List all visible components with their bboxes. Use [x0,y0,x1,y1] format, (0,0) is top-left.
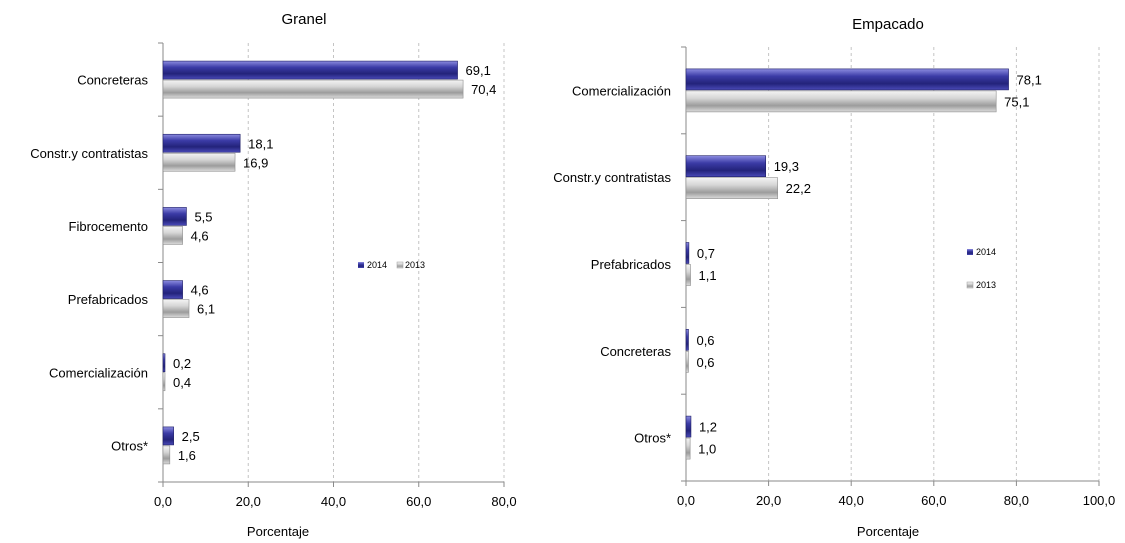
x-tick-label: 60,0 [921,493,946,508]
bar-2013 [685,90,997,113]
legend-label-2013: 2013 [976,280,996,290]
category-labels: Comercialización Constr.y contratistas Pre… [553,83,671,445]
category-label: Concreteras [77,73,148,88]
bar-2013 [685,437,691,460]
data-label: 22,2 [786,181,811,196]
bar-2014 [162,207,187,226]
bar-2013 [685,177,778,199]
bar-2013 [162,299,190,318]
category-label: Comercialización [572,83,671,98]
bar-2013 [685,350,689,373]
grid-lines [685,47,1100,486]
chart-panel-empacado: Empacado Comercialización Constr.y contra… [553,16,1115,539]
bar-2014 [162,280,183,299]
chart-title: Empacado [852,16,924,33]
data-label: 0,6 [696,333,714,348]
bar-2013 [685,264,691,286]
data-label: 5,5 [194,209,212,224]
x-tick-labels: 0,0 20,0 40,0 60,0 80,0 [154,494,517,509]
x-tick-label: 20,0 [756,493,781,508]
legend: 2014 2013 [966,247,996,290]
bar-2014 [685,68,1009,91]
data-label: 69,1 [466,63,491,78]
data-label: 1,0 [698,442,716,457]
legend-label-2013: 2013 [405,260,425,270]
x-tick-label: 60,0 [406,494,431,509]
bars [685,68,1009,460]
category-labels: Concreteras Constr.y contratistas Fibrocem… [30,73,148,454]
x-tick-label: 80,0 [1004,493,1029,508]
data-label: 75,1 [1004,94,1029,109]
legend-swatch-2014 [967,249,973,255]
category-label: Prefabricados [68,292,149,307]
data-label: 0,6 [696,355,714,370]
bar-2014 [685,328,689,351]
bar-2013 [162,79,464,99]
x-tick-label: 20,0 [236,494,261,509]
legend-label-2014: 2014 [367,260,387,270]
bar-2014 [685,242,690,264]
data-label: 1,2 [699,420,717,435]
bar-2014 [162,426,174,446]
bars [162,60,464,465]
data-label: 0,7 [697,246,715,261]
data-label: 78,1 [1017,72,1042,87]
legend-label-2014: 2014 [976,247,996,257]
category-label: Constr.y contratistas [553,170,671,185]
data-label: 18,1 [248,136,273,151]
x-tick-labels: 0,0 20,0 40,0 60,0 80,0 100,0 [677,493,1115,508]
category-label: Fibrocemento [69,219,148,234]
category-label: Otros* [634,431,671,446]
category-ticks [681,46,686,482]
x-axis-label: Porcentaje [247,524,309,539]
data-label: 16,9 [243,155,268,170]
data-label: 70,4 [471,82,496,97]
chart-panel-granel: Granel Concreteras Constr.y contratistas F… [30,11,516,539]
x-tick-label: 80,0 [491,494,516,509]
data-labels: 69,1 70,4 18,1 16,9 5,5 4,6 4,6 6,1 0,2 0,4 2,5 1,6 [173,63,496,463]
x-tick-label: 0,0 [677,493,695,508]
category-label: Comercialización [49,365,148,380]
legend-swatch-2013 [396,261,404,269]
data-label: 1,6 [178,448,196,463]
data-label: 1,1 [699,268,717,283]
bar-2014 [685,155,767,177]
x-tick-label: 0,0 [154,494,172,509]
bar-2013 [162,152,236,172]
data-label: 6,1 [197,302,215,317]
bar-2013 [162,372,166,392]
data-labels: 78,1 75,1 19,3 22,2 0,7 1,1 0,6 0,6 1,2 1,0 [696,72,1041,456]
bar-2014 [162,60,458,80]
bar-2014 [685,415,692,438]
category-label: Prefabricados [591,257,672,272]
data-label: 0,4 [173,375,191,390]
data-label: 2,5 [182,429,200,444]
category-label: Concreteras [600,344,671,359]
chart-title: Granel [281,11,326,28]
x-tick-label: 40,0 [839,493,864,508]
x-tick-label: 100,0 [1083,493,1116,508]
x-axis-label: Porcentaje [857,524,919,539]
bar-2013 [162,445,171,465]
bar-2013 [162,226,183,245]
bar-2014 [162,353,166,373]
bar-2014 [162,133,241,153]
grid-lines [162,43,505,487]
category-label: Constr.y contratistas [30,146,148,161]
data-label: 0,2 [173,356,191,371]
x-tick-label: 40,0 [321,494,346,509]
category-ticks [158,42,163,483]
data-label: 19,3 [774,159,799,174]
legend: 2014 2013 [358,260,425,270]
legend-swatch-2013 [966,281,974,289]
category-label: Otros* [111,438,148,453]
data-label: 4,6 [191,283,209,298]
data-label: 4,6 [191,228,209,243]
legend-swatch-2014 [358,262,364,268]
